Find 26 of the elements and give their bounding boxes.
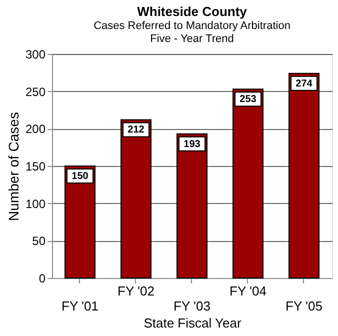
bar: [288, 72, 320, 278]
y-tick-label: 250: [25, 84, 46, 99]
x-axis-title: State Fiscal Year: [144, 316, 242, 330]
x-tick-label: FY '03: [174, 298, 210, 314]
y-tick-label: 300: [25, 48, 46, 62]
data-label: 253: [240, 94, 257, 106]
data-label: 193: [184, 138, 201, 150]
y-tick-label: 150: [25, 160, 46, 174]
x-tick-label: FY '02: [118, 284, 154, 298]
y-axis-title: Number of Cases: [5, 112, 22, 221]
chart-subtitle: Cases Referred to Mandatory Arbitration Five - Year Trend: [94, 20, 290, 45]
y-tick-label: 200: [25, 122, 46, 136]
x-tick-label: FY '05: [286, 298, 322, 314]
data-label: 274: [296, 78, 313, 90]
bar: [64, 166, 96, 278]
x-tick-label: FY '04: [230, 284, 266, 298]
bar: [232, 88, 264, 278]
bar: [120, 119, 152, 278]
chart-title: Whiteside County: [137, 4, 248, 19]
data-label: 212: [128, 124, 145, 136]
data-label: 150: [72, 171, 89, 182]
y-tick-label: 0: [38, 272, 46, 286]
bar: [176, 133, 208, 278]
y-tick-label: 50: [32, 234, 46, 248]
x-tick-label: FY '01: [62, 298, 98, 314]
y-tick-label: 100: [25, 196, 46, 211]
